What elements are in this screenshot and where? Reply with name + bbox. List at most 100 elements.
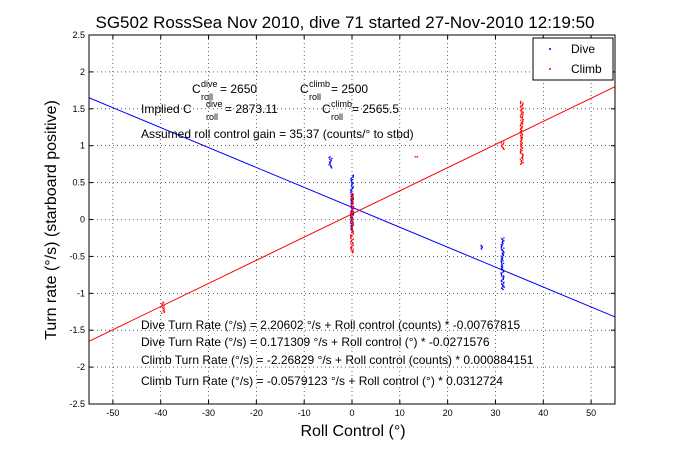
climb-point [520,131,522,134]
y-axis-label: Turn rate (°/s) (starboard positive) [43,100,60,340]
climb-point [522,121,524,123]
climb-point [352,244,354,246]
dive-point [350,214,352,216]
climb-point [521,153,523,155]
dive-point [351,181,353,184]
dive-point [350,219,352,221]
climb-point [351,249,353,252]
climb-point [350,243,352,245]
y-tick-label: 1.5 [72,104,85,114]
y-tick-label: 2.5 [72,30,85,40]
climb-point [350,237,352,240]
climb-point [352,194,354,196]
climb-point [352,232,354,234]
dive-point [501,281,503,283]
dive-point [330,166,332,168]
climb-point [352,218,354,221]
climb-point [350,247,352,249]
dive-point [350,200,353,202]
climb-point [520,139,523,142]
x-tick-label: -50 [106,408,119,418]
x-tick-label: 50 [586,408,596,418]
climb-point [520,116,522,118]
dive-point [500,279,503,281]
climb-point [350,247,352,250]
dive-point [501,263,503,265]
fit-equation-climb-counts: Climb Turn Rate (°/s) = -2.26829 °/s + R… [141,353,534,367]
climb-point [349,222,352,224]
dive-point [502,253,505,255]
climb-point [519,141,522,143]
climb-point [521,141,523,144]
dive-point [501,244,503,246]
climb-point [521,104,524,106]
climb-point [521,127,523,129]
implied-dive-sub: roll [206,112,218,122]
y-tick-label: 0 [80,215,85,225]
climb-point [521,133,523,135]
dive-point [500,267,502,270]
climb-point [520,105,522,107]
climb-point [520,110,522,112]
dive-point [329,163,331,165]
climb-point [350,221,352,223]
climb-point [351,229,353,232]
climb-point [520,121,522,124]
climb-point [161,303,163,305]
climb-point [520,162,523,165]
dive-point [501,245,503,247]
dive-point [350,202,352,204]
x-tick-label: -40 [154,408,167,418]
dive-point [352,224,354,227]
fit-equation-climb-degrees: Climb Turn Rate (°/s) = -0.0579123 °/s +… [141,374,503,388]
dive-point [351,208,354,210]
dive-point [351,184,353,186]
climb-point [351,228,354,230]
dive-point [330,160,332,162]
climb-point [520,130,523,132]
climb-point [519,109,522,111]
climb-point [521,136,523,139]
dive-point [351,184,353,187]
climb-point [352,214,354,216]
climb-point [520,140,522,142]
climb-point [520,136,522,138]
climb-point [522,122,524,124]
fit-equation-dive-degrees: Dive Turn Rate (°/s) = 0.171309 °/s + Ro… [141,335,490,349]
legend-box [532,37,614,81]
c-roll-climb-sub: roll [309,92,321,102]
climb-point [521,155,524,157]
dive-point [350,189,352,191]
climb-point [162,301,164,303]
dive-point [503,237,505,239]
dive-point [328,156,330,159]
climb-point [351,246,353,248]
climb-point [522,102,524,104]
climb-point [351,197,353,199]
climb-point [521,147,524,149]
climb-point [522,162,524,164]
climb-point [519,101,522,103]
climb-point [352,231,354,233]
climb-point [520,129,523,131]
climb-point [352,221,354,224]
y-tick-label: -1.5 [69,325,85,335]
climb-point [351,200,354,203]
c-roll-dive-sub: roll [201,92,213,102]
dive-point [501,286,504,288]
climb-point [163,304,165,307]
dive-point [502,278,504,280]
climb-point [352,244,354,247]
dive-point [352,205,355,208]
implied-climb-sub: roll [331,112,343,122]
climb-point [522,108,524,110]
climb-point [520,124,522,126]
x-tick-label: 30 [490,408,500,418]
climb-point [351,199,354,201]
dive-point [501,248,503,251]
climb-point [520,144,522,146]
dive-point [502,278,504,281]
climb-point [352,242,354,245]
dive-point [352,213,355,215]
dive-point [502,289,504,291]
